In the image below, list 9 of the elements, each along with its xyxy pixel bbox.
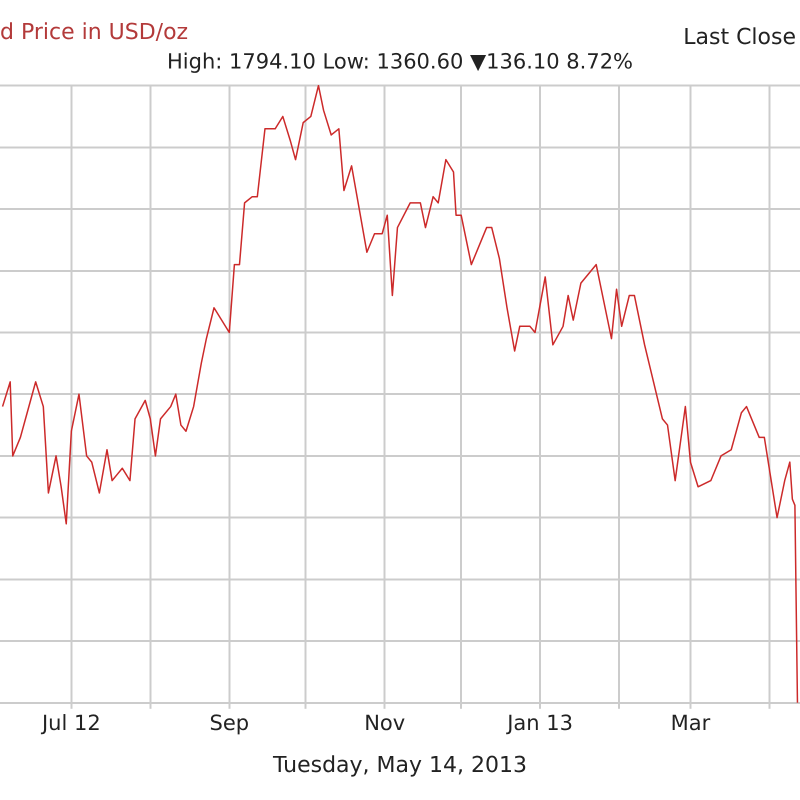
x-tick-label: Jan 13	[505, 710, 574, 735]
chart-title: d Price in USD/oz	[0, 20, 188, 45]
x-tick-label: Jul 12	[40, 710, 101, 735]
text: Tuesday, May 14, 2013	[272, 753, 527, 778]
x-tick-label: Nov	[364, 710, 406, 735]
text: Last Close	[683, 25, 796, 50]
chart-subtitle: High: 1794.10 Low: 1360.60 ▼136.10 8.72%	[166, 49, 634, 74]
x-tick-label: Mar	[670, 710, 711, 735]
x-tick-label: Sep	[210, 710, 250, 735]
